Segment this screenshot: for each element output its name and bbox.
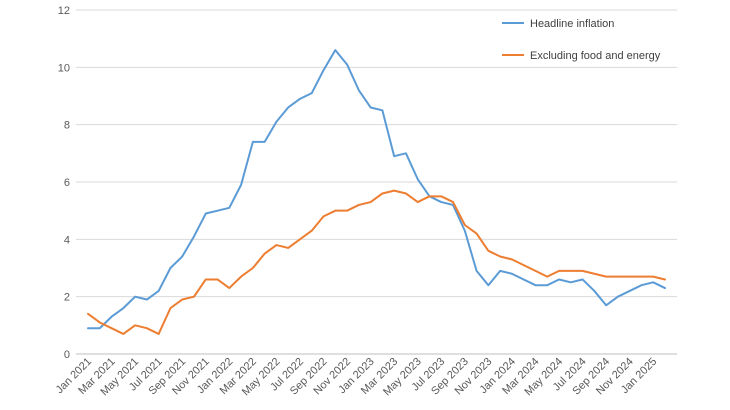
legend-label: Excluding food and energy (530, 50, 661, 62)
y-tick-label: 0 (64, 349, 70, 361)
y-tick-label: 12 (58, 5, 70, 17)
y-tick-label: 2 (64, 292, 70, 304)
y-axis-ticks: 0 2 4 6 8 10 12 (58, 5, 70, 361)
y-tick-label: 4 (64, 234, 70, 246)
series-line-headline-inflation (87, 49, 666, 330)
y-tick-label: 10 (58, 62, 70, 74)
gridlines (76, 9, 677, 298)
y-tick-label: 8 (64, 120, 70, 132)
series-lines (87, 49, 666, 335)
legend-label: Headline inflation (530, 18, 614, 30)
series-line-excluding-food-and-energy (87, 189, 666, 335)
legend: Headline inflation Excluding food and ene… (502, 18, 661, 62)
y-tick-label: 6 (64, 177, 70, 189)
